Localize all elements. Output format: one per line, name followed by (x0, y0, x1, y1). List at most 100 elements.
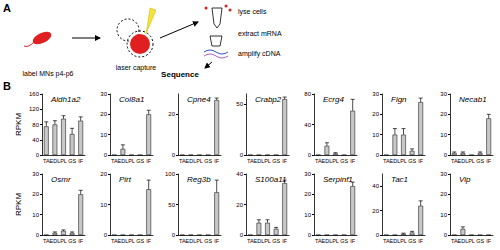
svg-text:30: 30 (304, 171, 311, 177)
svg-text:GS: GS (408, 158, 416, 164)
svg-text:Cpne4: Cpne4 (187, 95, 211, 104)
svg-text:S100a11: S100a11 (255, 175, 286, 184)
svg-text:GS: GS (68, 238, 76, 244)
svg-text:PL: PL (332, 238, 339, 244)
svg-text:EDL: EDL (50, 238, 61, 244)
svg-text:30: 30 (32, 171, 39, 177)
svg-text:20: 20 (440, 191, 447, 197)
svg-text:PL: PL (128, 158, 135, 164)
svg-text:label MNs p4-p6: label MNs p4-p6 (23, 70, 74, 78)
svg-text:IF: IF (214, 158, 220, 164)
svg-text:IF: IF (214, 238, 220, 244)
svg-text:IF: IF (282, 158, 288, 164)
svg-text:IF: IF (282, 238, 288, 244)
svg-text:40: 40 (236, 171, 243, 177)
svg-text:10: 10 (372, 132, 379, 138)
svg-text:0: 0 (36, 152, 40, 158)
svg-text:20: 20 (100, 171, 107, 177)
svg-text:EDL: EDL (390, 158, 401, 164)
svg-text:PL: PL (332, 158, 339, 164)
svg-text:0: 0 (308, 152, 312, 158)
svg-text:GS: GS (476, 158, 484, 164)
svg-text:40: 40 (32, 137, 39, 143)
svg-text:EDL: EDL (118, 238, 129, 244)
svg-text:EDL: EDL (322, 238, 333, 244)
svg-text:80: 80 (32, 122, 39, 128)
svg-text:EDL: EDL (118, 158, 129, 164)
svg-text:120: 120 (29, 106, 40, 112)
svg-text:20: 20 (440, 111, 447, 117)
svg-text:PL: PL (60, 238, 67, 244)
svg-text:Pirt: Pirt (119, 175, 132, 184)
svg-text:50: 50 (236, 101, 243, 107)
svg-text:30: 30 (372, 91, 379, 97)
svg-text:GS: GS (272, 238, 280, 244)
svg-text:10: 10 (440, 132, 447, 138)
svg-text:40: 40 (372, 183, 379, 189)
svg-text:IF: IF (78, 158, 84, 164)
svg-text:PL: PL (468, 158, 475, 164)
svg-text:GS: GS (272, 158, 280, 164)
svg-text:0: 0 (104, 152, 108, 158)
svg-text:20: 20 (32, 191, 39, 197)
svg-text:0: 0 (376, 152, 380, 158)
svg-text:Ecrg4: Ecrg4 (323, 95, 344, 104)
svg-text:160: 160 (29, 91, 40, 97)
svg-text:10: 10 (100, 202, 107, 208)
svg-text:IF: IF (146, 238, 152, 244)
svg-text:Aldh1a2: Aldh1a2 (50, 95, 81, 104)
svg-text:100: 100 (165, 171, 176, 177)
svg-text:RPKM: RPKM (14, 193, 23, 216)
svg-text:IF: IF (350, 238, 356, 244)
svg-text:0: 0 (444, 152, 448, 158)
svg-text:GS: GS (340, 238, 348, 244)
svg-text:PL: PL (264, 158, 271, 164)
svg-text:EDL: EDL (186, 238, 197, 244)
svg-text:20: 20 (304, 191, 311, 197)
svg-text:EDL: EDL (254, 238, 265, 244)
svg-text:PL: PL (128, 238, 135, 244)
svg-text:EDL: EDL (254, 158, 265, 164)
svg-text:IF: IF (78, 238, 84, 244)
svg-text:PL: PL (196, 158, 203, 164)
svg-text:lyse cells: lyse cells (238, 8, 267, 16)
svg-text:0: 0 (172, 152, 176, 158)
svg-text:10: 10 (32, 212, 39, 218)
svg-text:IF: IF (486, 238, 492, 244)
svg-text:40: 40 (304, 122, 311, 128)
svg-text:EDL: EDL (322, 158, 333, 164)
svg-text:Serpinf1: Serpinf1 (323, 175, 353, 184)
svg-text:80: 80 (304, 91, 311, 97)
svg-text:20: 20 (100, 111, 107, 117)
svg-text:Crabp2: Crabp2 (255, 95, 282, 104)
svg-text:EDL: EDL (458, 158, 469, 164)
svg-text:Tac1: Tac1 (391, 175, 408, 184)
svg-text:10: 10 (100, 132, 107, 138)
svg-text:0: 0 (240, 232, 244, 238)
svg-text:amplify cDNA: amplify cDNA (238, 50, 281, 58)
svg-text:PL: PL (60, 158, 67, 164)
svg-text:IF: IF (350, 158, 356, 164)
svg-text:GS: GS (204, 158, 212, 164)
svg-text:GS: GS (476, 238, 484, 244)
svg-text:GS: GS (136, 158, 144, 164)
svg-text:30: 30 (440, 91, 447, 97)
svg-text:0: 0 (444, 232, 448, 238)
svg-text:Fign: Fign (391, 95, 407, 104)
svg-text:IF: IF (418, 158, 424, 164)
svg-text:20: 20 (168, 111, 175, 117)
svg-text:PL: PL (400, 158, 407, 164)
svg-text:Sequence: Sequence (161, 70, 199, 79)
svg-text:IF: IF (486, 158, 492, 164)
svg-text:Col8a1: Col8a1 (119, 95, 144, 104)
svg-text:Osmr: Osmr (51, 175, 71, 184)
svg-text:Necab1: Necab1 (459, 95, 487, 104)
svg-text:10: 10 (440, 212, 447, 218)
svg-text:50: 50 (168, 202, 175, 208)
svg-text:GS: GS (408, 238, 416, 244)
svg-text:0: 0 (376, 232, 380, 238)
svg-text:30: 30 (440, 171, 447, 177)
svg-text:PL: PL (468, 238, 475, 244)
svg-text:RPKM: RPKM (14, 113, 23, 136)
svg-text:0: 0 (308, 232, 312, 238)
